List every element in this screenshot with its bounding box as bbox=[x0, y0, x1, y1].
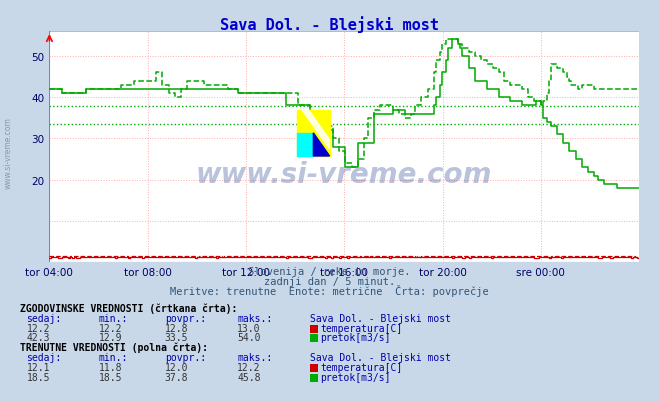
Text: 33.5: 33.5 bbox=[165, 332, 188, 342]
Text: ZGODOVINSKE VREDNOSTI (črtkana črta):: ZGODOVINSKE VREDNOSTI (črtkana črta): bbox=[20, 302, 237, 313]
Text: sedaj:: sedaj: bbox=[26, 352, 61, 362]
Polygon shape bbox=[302, 111, 330, 150]
Text: Sava Dol. - Blejski most: Sava Dol. - Blejski most bbox=[220, 16, 439, 33]
Text: 12.9: 12.9 bbox=[99, 332, 123, 342]
Text: Slovenija / reke in morje.: Slovenija / reke in morje. bbox=[248, 267, 411, 277]
Bar bbox=[297, 111, 330, 157]
Text: TRENUTNE VREDNOSTI (polna črta):: TRENUTNE VREDNOSTI (polna črta): bbox=[20, 342, 208, 352]
Text: Meritve: trenutne  Enote: metrične  Črta: povprečje: Meritve: trenutne Enote: metrične Črta: … bbox=[170, 285, 489, 297]
Text: 54.0: 54.0 bbox=[237, 332, 261, 342]
Text: 12.1: 12.1 bbox=[26, 362, 50, 372]
Text: 12.0: 12.0 bbox=[165, 362, 188, 372]
Text: 12.2: 12.2 bbox=[26, 323, 50, 333]
Text: 42.3: 42.3 bbox=[26, 332, 50, 342]
Text: min.:: min.: bbox=[99, 352, 129, 362]
Text: 18.5: 18.5 bbox=[99, 372, 123, 382]
Text: maks.:: maks.: bbox=[237, 352, 272, 362]
Text: 37.8: 37.8 bbox=[165, 372, 188, 382]
Text: Sava Dol. - Blejski most: Sava Dol. - Blejski most bbox=[310, 352, 451, 362]
Text: sedaj:: sedaj: bbox=[26, 313, 61, 323]
Text: www.si-vreme.com: www.si-vreme.com bbox=[196, 161, 492, 189]
Text: 45.8: 45.8 bbox=[237, 372, 261, 382]
Text: pretok[m3/s]: pretok[m3/s] bbox=[320, 332, 391, 342]
Text: 12.2: 12.2 bbox=[237, 362, 261, 372]
Text: zadnji dan / 5 minut.: zadnji dan / 5 minut. bbox=[264, 277, 395, 287]
Text: temperatura[C]: temperatura[C] bbox=[320, 362, 403, 372]
Text: 18.5: 18.5 bbox=[26, 372, 50, 382]
Text: Sava Dol. - Blejski most: Sava Dol. - Blejski most bbox=[310, 313, 451, 323]
Text: temperatura[C]: temperatura[C] bbox=[320, 323, 403, 333]
Text: 13.0: 13.0 bbox=[237, 323, 261, 333]
Text: 12.2: 12.2 bbox=[99, 323, 123, 333]
Text: povpr.:: povpr.: bbox=[165, 352, 206, 362]
Text: min.:: min.: bbox=[99, 313, 129, 323]
Text: 12.8: 12.8 bbox=[165, 323, 188, 333]
Text: 11.8: 11.8 bbox=[99, 362, 123, 372]
Text: maks.:: maks.: bbox=[237, 313, 272, 323]
Text: povpr.:: povpr.: bbox=[165, 313, 206, 323]
Text: pretok[m3/s]: pretok[m3/s] bbox=[320, 372, 391, 382]
Text: www.si-vreme.com: www.si-vreme.com bbox=[3, 117, 13, 188]
Polygon shape bbox=[297, 134, 314, 157]
Polygon shape bbox=[314, 134, 330, 157]
